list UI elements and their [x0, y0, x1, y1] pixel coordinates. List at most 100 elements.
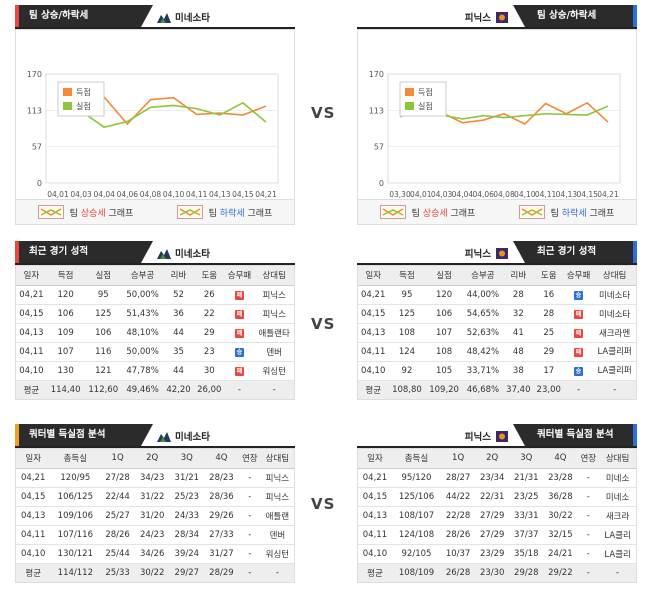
vs-label-recent: VS	[311, 315, 336, 333]
left-recent-panel: 최근 경기 성적 미네소타 일자 득점 실점 승부공 리바 도움 승무패 상대팀 04,21 12…	[15, 241, 295, 400]
table-cell: 50,00%	[122, 342, 164, 362]
table-cell: 04,11	[16, 342, 47, 362]
table-cell: 04,15	[358, 304, 389, 324]
average-cell: 평균	[358, 380, 389, 399]
table-cell: 29	[533, 342, 564, 362]
table-cell: 30	[193, 361, 225, 381]
average-cell: 29/27	[169, 563, 205, 582]
result-cell: 패	[224, 361, 255, 381]
right-quarter-table: 일자 총득실 1Q 2Q 3Q 4Q 연장 상대팀 04,21 95/120 28/27 23/34 2…	[358, 449, 636, 582]
table-cell: 51,43%	[122, 304, 164, 324]
right-recent-panel: 피닉스 최근 경기 성적 일자 득점 실점 승부공 리바 도움 승무패 상대팀 04,21 95 1…	[357, 241, 637, 400]
suns-logo-icon	[496, 11, 508, 23]
x-tick-label: 04,08	[493, 190, 515, 198]
table-cell: 피닉스	[260, 487, 294, 507]
average-cell: 49,46%	[122, 380, 164, 399]
table-cell: 28/23	[204, 468, 239, 488]
plot-area	[45, 73, 279, 184]
right-trend-chart: 170 113 57 0 03,30 04,01 04,03 04,04 04,06 04,08 0…	[357, 29, 637, 225]
table-cell: 25/27	[100, 506, 135, 526]
table-cell: 피닉스	[254, 304, 294, 324]
average-cell: 평균	[16, 563, 51, 582]
result-cell: 패	[224, 323, 255, 343]
table-cell: 23/25	[509, 487, 544, 507]
average-cell: 112,60	[84, 380, 123, 399]
x-tick-label: 04,08	[140, 190, 162, 198]
win-badge: 승	[235, 347, 245, 357]
table-cell: -	[238, 487, 261, 507]
left-quarter-header: 쿼터별 득실점 분석 미네소타	[15, 424, 295, 448]
table-cell: 44	[163, 323, 194, 343]
table-cell: 04,10	[16, 361, 47, 381]
table-cell: 95	[84, 285, 123, 305]
column-header: 일자	[358, 449, 392, 469]
table-row: 04,11 107 116 50,00% 35 23 승 덴버	[16, 342, 294, 362]
result-cell: 승	[224, 342, 255, 362]
table-cell: 92	[388, 361, 426, 381]
column-header: 상대팀	[254, 266, 294, 286]
table-cell: 106/125	[50, 487, 101, 507]
x-tick-label: 04,06	[472, 190, 494, 198]
table-cell: 29	[193, 323, 225, 343]
column-header: 도움	[533, 266, 564, 286]
average-cell: -	[238, 563, 261, 582]
fall-graph-icon	[518, 205, 545, 219]
legend-label: 실점	[418, 101, 433, 111]
table-cell: 미네소	[599, 468, 636, 488]
win-badge: 승	[574, 290, 584, 300]
table-cell: 28/36	[204, 487, 239, 507]
table-cell: 04,21	[358, 285, 389, 305]
table-cell: 30/22	[543, 506, 578, 526]
legend-label: 실점	[76, 101, 91, 111]
table-cell: 106	[46, 304, 85, 324]
y-tick-label: 113	[369, 107, 384, 116]
table-cell: 48,10%	[122, 323, 164, 343]
loss-badge: 패	[574, 309, 584, 319]
table-cell: 16	[533, 285, 564, 305]
table-cell: 04,10	[16, 544, 51, 564]
y-tick-label: 170	[27, 70, 42, 79]
suns-logo-icon	[496, 430, 508, 442]
table-cell: 22/28	[441, 506, 476, 526]
table-cell: 04,21	[16, 285, 47, 305]
table-cell: 피닉스	[260, 468, 294, 488]
left-team-name: 미네소타	[157, 246, 210, 260]
table-cell: 23	[193, 342, 225, 362]
loss-badge: 패	[235, 366, 245, 376]
table-cell: LA클리퍼	[593, 361, 636, 381]
legend-label: 득점	[418, 87, 433, 97]
average-cell: -	[599, 563, 636, 582]
column-header: 2Q	[475, 449, 510, 469]
y-tick-label: 113	[27, 107, 42, 116]
average-cell: 114,40	[46, 380, 85, 399]
x-tick-label: 04,21	[597, 190, 619, 198]
column-header: 승무패	[563, 266, 594, 286]
column-header: 연장	[238, 449, 261, 469]
table-cell: 애틀랜타	[254, 323, 294, 343]
loss-badge: 패	[235, 328, 245, 338]
table-cell: 44	[163, 361, 194, 381]
table-cell: 28/27	[441, 468, 476, 488]
vs-label-chart: VS	[311, 104, 336, 122]
table-cell: 130/121	[50, 544, 101, 564]
result-cell: 승	[563, 361, 594, 381]
table-cell: 95/120	[391, 468, 442, 488]
legend-label: 득점	[76, 87, 91, 97]
rise-graph-icon	[37, 205, 64, 219]
average-cell: 28/29	[204, 563, 239, 582]
x-tick-label: 04,10	[514, 190, 536, 198]
table-cell: 25/44	[100, 544, 135, 564]
table-cell: 31/21	[169, 468, 205, 488]
table-cell: 52	[163, 285, 194, 305]
timberwolves-logo-icon	[157, 431, 171, 442]
win-badge: 승	[574, 366, 584, 376]
result-cell: 패	[563, 304, 594, 324]
left-trend-chart: 170 113 57 0 04,01 04,03 04,04 04,06 04,08 04,10 0…	[15, 29, 295, 225]
table-cell: 04,13	[16, 506, 51, 526]
table-cell: 27/29	[475, 506, 510, 526]
column-header: 1Q	[100, 449, 135, 469]
table-cell: 26	[193, 285, 225, 305]
table-cell: 25/23	[169, 487, 205, 507]
table-cell: 31/22	[134, 487, 170, 507]
